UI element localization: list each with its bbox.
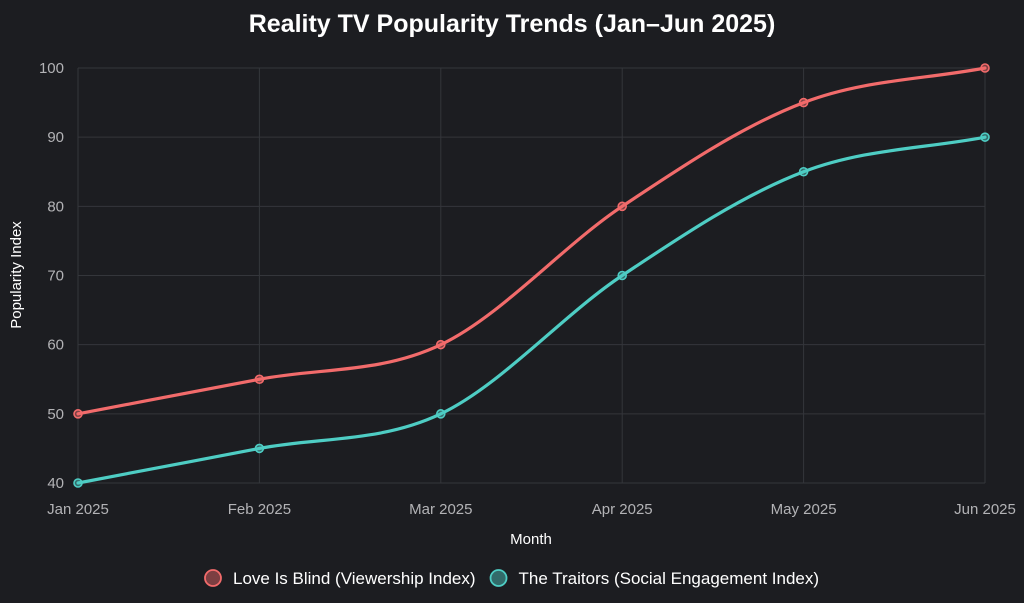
legend-item[interactable]: The Traitors (Social Engagement Index)	[489, 569, 819, 588]
data-point	[254, 374, 265, 385]
x-tick-label: Mar 2025	[409, 501, 472, 518]
legend-marker	[204, 569, 222, 587]
data-point	[798, 97, 809, 108]
series-2	[73, 132, 990, 488]
y-tick-label: 50	[47, 406, 64, 423]
y-axis-label: Popularity Index	[8, 221, 25, 329]
legend-item[interactable]: Love Is Blind (Viewership Index)	[204, 569, 476, 588]
data-point	[73, 478, 83, 488]
data-point	[435, 339, 446, 350]
legend: Love Is Blind (Viewership Index) The Trai…	[204, 569, 819, 588]
grid	[77, 67, 986, 484]
data-point	[980, 63, 990, 73]
x-tick-label: May 2025	[771, 501, 837, 518]
legend-marker	[489, 569, 508, 587]
legend-label: Love Is Blind (Viewership Index)	[233, 569, 476, 588]
data-point	[798, 166, 809, 177]
y-tick-label: 60	[47, 337, 64, 354]
y-axis: 40 50 60 70 80 90 100	[39, 60, 64, 492]
data-point	[73, 409, 83, 419]
data-point	[980, 132, 990, 142]
legend-label: The Traitors (Social Engagement Index)	[519, 569, 819, 588]
x-tick-label: Jun 2025	[954, 501, 1016, 518]
x-axis-label: Month	[510, 531, 552, 548]
series-line	[76, 135, 987, 485]
data-point	[254, 443, 265, 454]
y-tick-label: 70	[47, 268, 64, 285]
series-layer	[73, 63, 990, 488]
data-point	[617, 201, 628, 212]
y-tick-label: 80	[47, 198, 64, 215]
x-tick-label: Feb 2025	[228, 501, 291, 518]
series-1	[73, 63, 990, 419]
y-tick-label: 100	[39, 60, 64, 77]
y-tick-label: 90	[47, 129, 64, 146]
data-point	[435, 409, 446, 419]
chart-title: Reality TV Popularity Trends (Jan–Jun 20…	[249, 10, 776, 38]
x-tick-label: Apr 2025	[592, 501, 653, 518]
y-tick-label: 40	[47, 475, 64, 492]
x-axis: Jan 2025 Feb 2025 Mar 2025 Apr 2025 May 2025…	[47, 501, 1016, 518]
series-line	[76, 66, 987, 416]
data-point	[617, 270, 628, 281]
x-tick-label: Jan 2025	[47, 501, 109, 518]
